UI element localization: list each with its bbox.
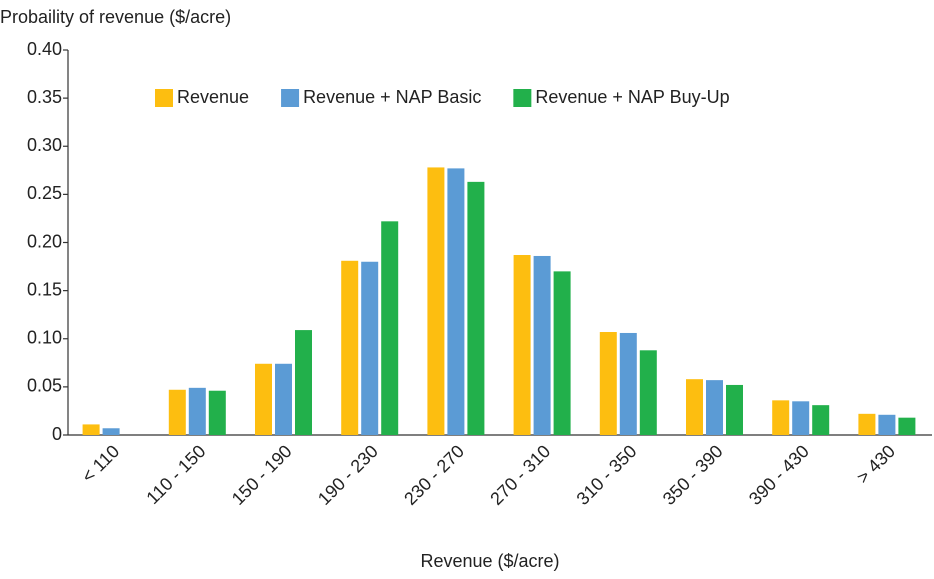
bar bbox=[255, 363, 272, 435]
bar bbox=[686, 379, 703, 435]
bar bbox=[447, 168, 465, 435]
bar bbox=[102, 428, 120, 435]
x-tick-label: 390 - 430 bbox=[745, 441, 813, 509]
bar bbox=[168, 389, 186, 435]
bar bbox=[295, 330, 312, 435]
legend-label: Revenue + NAP Basic bbox=[303, 87, 481, 107]
y-tick-label: 0.35 bbox=[27, 87, 62, 107]
legend-swatch bbox=[513, 89, 532, 107]
legend-swatch bbox=[155, 89, 173, 107]
x-tick-label: 350 - 390 bbox=[659, 441, 727, 509]
bar bbox=[513, 255, 531, 435]
bar bbox=[898, 417, 916, 435]
bar bbox=[427, 167, 445, 436]
y-tick-label: 0.15 bbox=[27, 279, 62, 299]
y-tick-label: 0.05 bbox=[27, 376, 62, 396]
bar bbox=[208, 390, 226, 435]
legend-label: Revenue + NAP Buy-Up bbox=[535, 87, 729, 107]
bar bbox=[858, 413, 876, 435]
bar bbox=[706, 380, 723, 435]
bar bbox=[639, 350, 657, 435]
legend-label: Revenue bbox=[177, 87, 249, 107]
y-tick-label: 0.40 bbox=[27, 39, 62, 59]
y-tick-label: 0.25 bbox=[27, 183, 62, 203]
bar bbox=[726, 384, 743, 435]
bar bbox=[82, 424, 100, 435]
y-tick-label: 0.10 bbox=[27, 328, 62, 348]
bar bbox=[878, 414, 896, 435]
bar bbox=[599, 332, 617, 435]
x-tick-label: 230 - 270 bbox=[400, 441, 468, 509]
x-tick-label: 190 - 230 bbox=[314, 441, 382, 509]
x-tick-label: 110 - 150 bbox=[142, 441, 209, 508]
bar bbox=[619, 332, 637, 435]
bar bbox=[792, 401, 810, 435]
x-tick-label: 270 - 310 bbox=[486, 441, 554, 509]
y-axis-label: Probaility of revenue ($/acre) bbox=[0, 7, 231, 27]
bar bbox=[553, 271, 571, 435]
legend-swatch bbox=[281, 89, 300, 107]
bar bbox=[275, 363, 292, 435]
bar bbox=[341, 260, 359, 435]
x-tick-label: > 430 bbox=[853, 441, 899, 487]
bar bbox=[381, 221, 399, 435]
y-tick-label: 0.20 bbox=[27, 231, 62, 251]
x-tick-label: 310 - 350 bbox=[573, 441, 641, 509]
y-tick-label: 0.30 bbox=[27, 135, 62, 155]
bar bbox=[812, 405, 830, 435]
bar bbox=[467, 181, 485, 435]
bar bbox=[533, 255, 551, 435]
bar bbox=[772, 400, 790, 435]
bar bbox=[361, 261, 379, 435]
x-axis-label: Revenue ($/acre) bbox=[420, 551, 559, 571]
x-tick-label: 150 - 190 bbox=[228, 441, 296, 509]
y-tick-label: 0 bbox=[52, 424, 62, 444]
bar bbox=[188, 387, 206, 435]
x-tick-label: < 110 bbox=[78, 441, 123, 486]
